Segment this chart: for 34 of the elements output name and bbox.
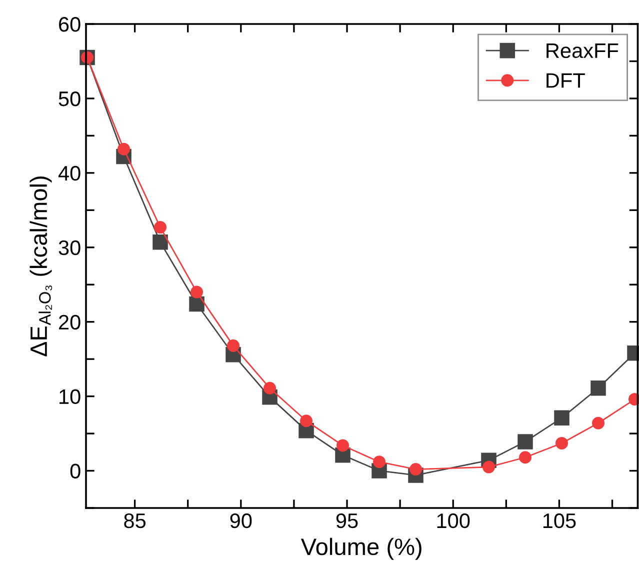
- y-tick-label: 60: [59, 17, 80, 32]
- point: [189, 296, 204, 312]
- x-tick-label: 95: [336, 513, 358, 528]
- point: [482, 460, 496, 474]
- x-axis-title: Volume (%): [300, 538, 422, 560]
- point: [373, 456, 386, 468]
- y-tick-label: 10: [60, 389, 80, 404]
- x-tick-label: 90: [230, 513, 252, 528]
- point: [554, 410, 570, 426]
- point: [592, 416, 605, 430]
- legend-label: DFT: [546, 73, 585, 88]
- point: [227, 339, 240, 352]
- point: [152, 234, 168, 250]
- point: [118, 142, 130, 156]
- legend-label: ReaxFF: [546, 44, 618, 58]
- point: [336, 439, 350, 452]
- x-tick-label: 100: [437, 513, 470, 528]
- point: [154, 221, 167, 234]
- point: [410, 463, 422, 476]
- point: [190, 286, 204, 298]
- point: [300, 414, 313, 428]
- y-tick-label: 40: [58, 166, 80, 181]
- y-tick-label: 0: [70, 464, 80, 479]
- point: [590, 380, 606, 396]
- y-tick-label: 50: [58, 91, 80, 106]
- point: [519, 451, 532, 464]
- y-tick-label: 20: [59, 314, 80, 330]
- point: [556, 436, 568, 450]
- point: [518, 434, 533, 450]
- point: [264, 382, 276, 394]
- x-tick-label: 105: [543, 513, 576, 528]
- y-tick-label: 30: [58, 240, 80, 256]
- y-axis-title: ΔE$_{Al₂O₃}$ (kcal/mol): [30, 176, 52, 356]
- x-tick-label: 85: [124, 513, 146, 528]
